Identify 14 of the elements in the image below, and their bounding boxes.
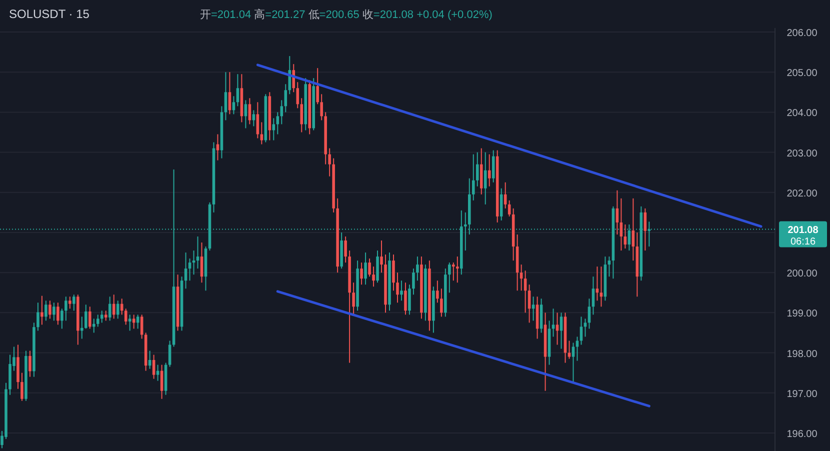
y-tick-label: 198.00: [786, 348, 818, 360]
y-tick-label: 205.00: [786, 68, 818, 80]
text: 开=201.04 高=201.27 低=200.65 收=201.08 +0.04 (+0.02%): [200, 9, 492, 21]
ref-line-label: 201.08: [788, 224, 819, 236]
chart-title: SOLUSDT · 15: [9, 7, 90, 21]
y-tick-label: 203.00: [786, 148, 818, 160]
y-tick-label: 206.00: [786, 28, 818, 40]
y-tick-label: 196.00: [786, 428, 818, 440]
text: 06:16: [790, 236, 816, 248]
y-tick-label: 200.00: [786, 268, 818, 280]
y-tick-label: 202.00: [786, 188, 818, 200]
y-tick-label: 199.00: [786, 308, 818, 320]
y-tick-label: 204.00: [786, 108, 818, 120]
y-tick-label: 197.00: [786, 388, 818, 400]
